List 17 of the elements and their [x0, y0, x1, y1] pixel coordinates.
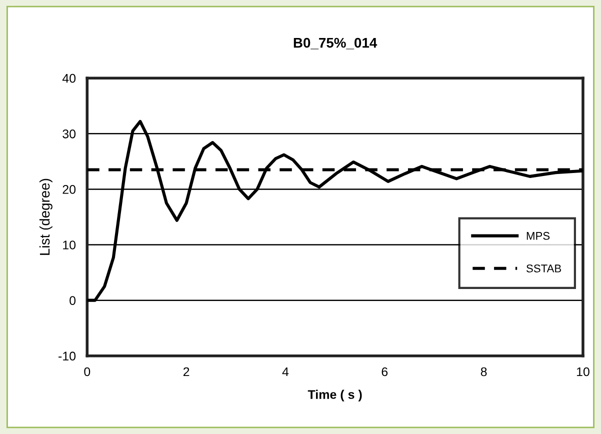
y-tick-label: 10	[63, 240, 76, 250]
x-tick-label: 6	[382, 367, 388, 376]
x-tick-label: 4	[282, 367, 289, 376]
x-axis-title: Time ( s )	[308, 390, 362, 402]
x-tick-label: 10	[576, 367, 590, 376]
x-tick-label: 2	[183, 367, 190, 376]
x-tick-label: 8	[480, 367, 487, 376]
legend-label: MPS	[526, 232, 550, 240]
y-tick-label: 30	[62, 129, 76, 138]
chart-title: B0_75%_014	[294, 38, 378, 50]
legend-label: SSTAB	[526, 264, 562, 272]
x-tick-label: 0	[84, 367, 90, 376]
y-tick-label: 40	[62, 74, 76, 83]
y-tick-label: 20	[62, 185, 76, 194]
y-axis-title: List (degree)	[39, 178, 52, 255]
y-tick-label: 0	[70, 296, 76, 305]
y-tick-label: -10	[58, 352, 76, 361]
